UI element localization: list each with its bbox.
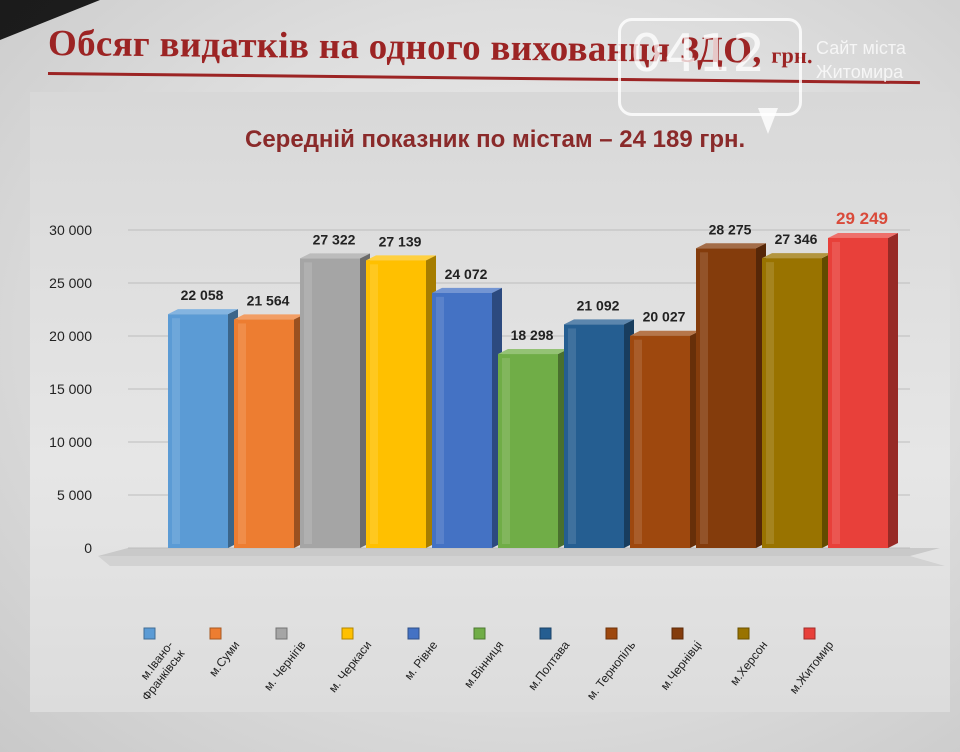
bar-highlight (238, 323, 246, 544)
x-tick-label: м.Івано-Франківськ (128, 638, 188, 704)
x-tick-label-line: м. Черкаси (326, 638, 375, 695)
legend-marker (209, 627, 222, 640)
y-tick-label: 10 000 (49, 434, 92, 450)
data-label: 20 027 (643, 309, 686, 325)
bar-top (234, 314, 304, 320)
legend-marker (407, 627, 420, 640)
y-tick-label: 20 000 (49, 328, 92, 344)
legend-marker (605, 627, 618, 640)
legend-marker (803, 627, 816, 640)
y-tick-label: 25 000 (49, 275, 92, 291)
bar-top (828, 232, 898, 238)
data-label: 22 058 (181, 287, 224, 303)
legend-marker (671, 627, 684, 640)
bar-highlight (502, 358, 510, 544)
x-tick-label-line: м. Рівне (401, 638, 440, 683)
legend-marker (539, 627, 552, 640)
watermark-text-line1: Сайт міста (816, 38, 906, 58)
legend-marker (473, 627, 486, 640)
bar-top (630, 330, 700, 336)
x-tick-label: м.Чернівці (658, 638, 705, 692)
x-tick-label: м.Суми (206, 638, 242, 679)
x-tick-label: м. Черкаси (326, 638, 375, 695)
x-tick-label: м. Чернігів (261, 638, 308, 693)
bar-highlight (832, 241, 840, 544)
x-tick-label-line: м.Житомир (787, 638, 837, 697)
data-label: 27 322 (313, 231, 356, 247)
bar-highlight (568, 328, 576, 544)
watermark-text-line2: Житомира (816, 62, 904, 82)
x-tick-label-line: м.Чернівці (658, 638, 705, 692)
x-tick-label: м.Житомир (787, 638, 837, 697)
bar-top (498, 349, 568, 355)
bar-top (762, 253, 832, 259)
data-label: 27 139 (379, 233, 422, 249)
x-tick-label: м. Рівне (401, 638, 440, 683)
bar-highlight (634, 339, 642, 544)
data-label: 21 092 (577, 297, 620, 313)
chart-floor-edge (98, 556, 945, 566)
legend-marker (275, 627, 288, 640)
x-tick-label: м.Херсон (727, 638, 770, 688)
bar-top (366, 255, 436, 261)
y-tick-label: 15 000 (49, 381, 92, 397)
bar-highlight (370, 264, 378, 544)
bar-highlight (766, 262, 774, 544)
y-tick-label: 5 000 (57, 487, 92, 503)
data-label: 29 249 (836, 209, 888, 228)
x-tick-label: м.Полтава (525, 638, 572, 693)
data-label: 21 564 (247, 292, 290, 308)
legend-marker (341, 627, 354, 640)
bar-highlight (700, 252, 708, 544)
x-tick-label-line: м.Вінниця (461, 638, 506, 690)
watermark-bubble-tail (758, 108, 778, 134)
watermark-bubble (618, 18, 802, 116)
x-tick-label-line: м. Чернігів (261, 638, 308, 693)
bar-top (168, 309, 238, 315)
bar-top (300, 253, 370, 259)
bar-top (696, 243, 766, 249)
watermark-number: 0412 (630, 24, 767, 84)
bar-highlight (436, 296, 444, 544)
site-watermark: 0412 Сайт міста Житомира (618, 18, 948, 134)
y-tick-label: 30 000 (49, 222, 92, 238)
chart-floor (98, 548, 940, 556)
bar-highlight (304, 262, 312, 544)
legend-marker (143, 627, 156, 640)
chart-subtitle: Середній показник по містам – 24 189 грн… (245, 126, 746, 153)
x-tick-label-line: м.Херсон (727, 638, 770, 688)
x-tick-label-line: м. Тернопіль (584, 638, 639, 702)
x-tick-label: м. Тернопіль (584, 638, 639, 702)
data-label: 18 298 (511, 327, 554, 343)
bar-highlight (172, 318, 180, 544)
data-label: 28 275 (709, 221, 752, 237)
bar-top (564, 319, 634, 325)
data-label: 24 072 (445, 266, 488, 282)
legend-marker (737, 627, 750, 640)
x-tick-label-line: м.Суми (206, 638, 242, 679)
x-tick-label: м.Вінниця (461, 638, 506, 690)
bar-side (888, 232, 898, 548)
x-tick-label-line: м.Полтава (525, 638, 572, 693)
y-tick-label: 0 (84, 540, 92, 556)
bar-top (432, 287, 502, 293)
data-label: 27 346 (775, 231, 818, 247)
